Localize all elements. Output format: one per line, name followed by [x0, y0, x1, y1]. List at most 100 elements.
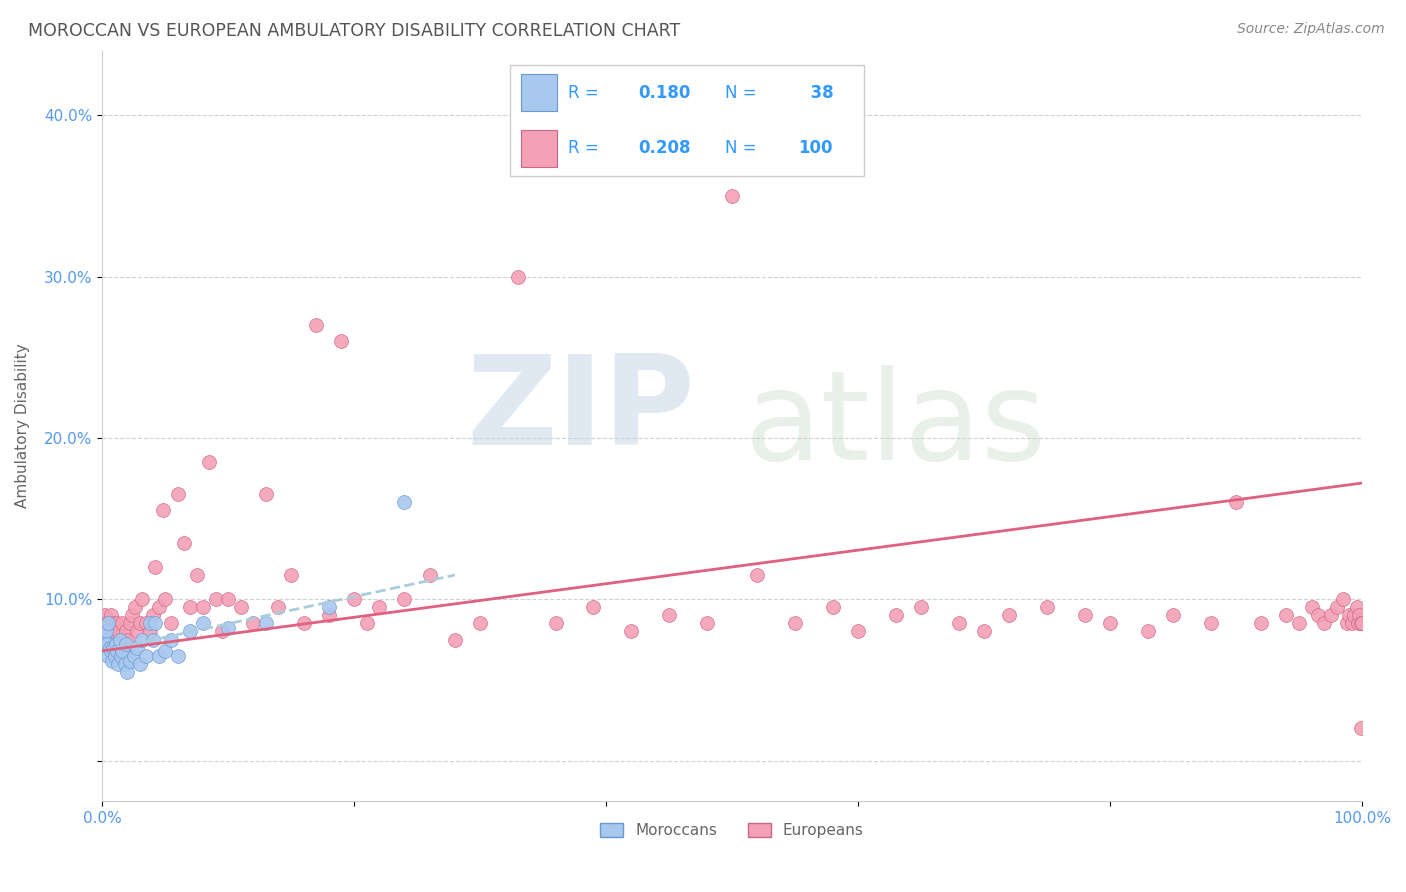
- Point: [884, 608, 907, 623]
- Legend: Moroccans, Europeans: Moroccans, Europeans: [592, 815, 872, 846]
- Point: [658, 608, 681, 623]
- Point: [318, 608, 340, 623]
- Point: [254, 616, 277, 631]
- Point: [108, 632, 131, 647]
- Point: [1341, 616, 1364, 631]
- Point: [191, 616, 214, 631]
- Point: [330, 334, 353, 348]
- Point: [1225, 495, 1247, 509]
- Point: [166, 487, 188, 501]
- Point: [217, 621, 239, 635]
- Point: [1347, 616, 1369, 631]
- Point: [94, 624, 117, 639]
- Text: 0.180: 0.180: [638, 84, 690, 102]
- Point: [211, 624, 233, 639]
- Point: [1161, 608, 1184, 623]
- Point: [343, 592, 366, 607]
- Point: [143, 560, 166, 574]
- Bar: [520, 74, 557, 112]
- Point: [127, 640, 149, 655]
- Point: [100, 608, 122, 623]
- Point: [160, 616, 183, 631]
- Point: [93, 608, 115, 623]
- Point: [1326, 600, 1348, 615]
- Text: R =: R =: [568, 139, 605, 157]
- Point: [115, 637, 138, 651]
- Point: [131, 592, 153, 607]
- Point: [998, 608, 1021, 623]
- Point: [280, 568, 302, 582]
- Point: [131, 632, 153, 647]
- Point: [97, 616, 120, 631]
- Text: ZIP: ZIP: [467, 351, 695, 471]
- Point: [96, 616, 118, 631]
- Point: [141, 632, 163, 647]
- Point: [582, 600, 605, 615]
- Point: [127, 624, 149, 639]
- Point: [98, 640, 121, 655]
- Point: [166, 648, 188, 663]
- Point: [135, 648, 157, 663]
- Point: [98, 640, 121, 655]
- Point: [1250, 616, 1272, 631]
- Point: [105, 644, 128, 658]
- Point: [129, 616, 152, 631]
- Point: [111, 644, 134, 658]
- Point: [179, 600, 201, 615]
- Point: [1306, 608, 1329, 623]
- Text: atlas: atlas: [745, 366, 1047, 486]
- Point: [114, 657, 136, 671]
- Point: [97, 632, 120, 647]
- Point: [121, 608, 143, 623]
- Point: [1331, 592, 1354, 607]
- Point: [318, 600, 340, 615]
- Point: [1319, 608, 1341, 623]
- Point: [204, 592, 226, 607]
- Point: [1343, 608, 1365, 623]
- Point: [696, 616, 718, 631]
- Point: [110, 648, 132, 663]
- Point: [198, 455, 221, 469]
- Text: 0.208: 0.208: [638, 139, 690, 157]
- Point: [114, 648, 136, 663]
- Point: [107, 624, 129, 639]
- Point: [910, 600, 932, 615]
- Point: [1336, 616, 1358, 631]
- Point: [148, 600, 170, 615]
- Point: [103, 616, 125, 631]
- Point: [108, 640, 131, 655]
- Point: [104, 632, 127, 647]
- Point: [94, 624, 117, 639]
- Point: [117, 665, 139, 679]
- Point: [100, 644, 122, 658]
- Point: [93, 632, 115, 647]
- Point: [1136, 624, 1159, 639]
- Point: [1098, 616, 1121, 631]
- Point: [104, 648, 127, 663]
- Point: [468, 616, 491, 631]
- Point: [1074, 608, 1097, 623]
- Point: [229, 600, 252, 615]
- Point: [152, 503, 174, 517]
- Point: [292, 616, 315, 631]
- Point: [96, 637, 118, 651]
- Point: [1346, 600, 1368, 615]
- Text: 38: 38: [799, 84, 834, 102]
- Point: [973, 624, 995, 639]
- Point: [103, 640, 125, 655]
- Point: [821, 600, 844, 615]
- Point: [139, 616, 162, 631]
- Text: MOROCCAN VS EUROPEAN AMBULATORY DISABILITY CORRELATION CHART: MOROCCAN VS EUROPEAN AMBULATORY DISABILI…: [28, 22, 681, 40]
- Point: [107, 657, 129, 671]
- Point: [1351, 616, 1374, 631]
- Point: [105, 616, 128, 631]
- Point: [444, 632, 467, 647]
- Point: [110, 648, 132, 663]
- Point: [1339, 608, 1361, 623]
- Point: [143, 616, 166, 631]
- Point: [191, 600, 214, 615]
- Point: [117, 632, 139, 647]
- Point: [1301, 600, 1323, 615]
- Point: [1350, 616, 1372, 631]
- Point: [111, 616, 134, 631]
